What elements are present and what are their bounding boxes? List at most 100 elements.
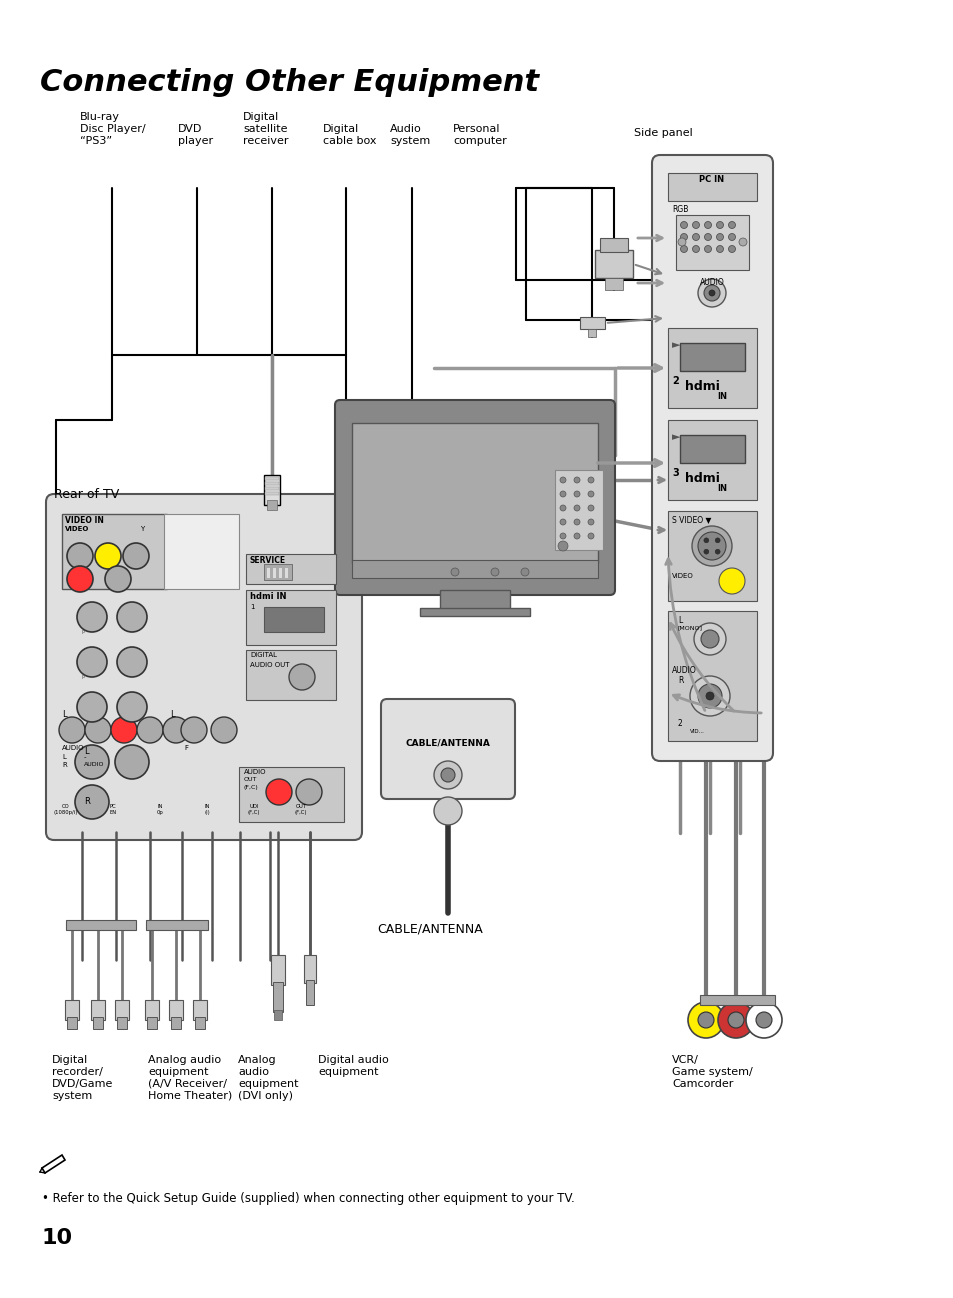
Text: RGB: RGB (671, 205, 688, 214)
Circle shape (687, 1002, 723, 1038)
Circle shape (434, 797, 461, 826)
Bar (667, 328, 757, 408)
Bar (67, 1018, 77, 1029)
Text: SERVICE: SERVICE (250, 556, 286, 565)
Text: 1: 1 (250, 604, 254, 610)
Bar (587, 328, 596, 337)
Text: Blu-ray
Disc Player/
“PS3”: Blu-ray Disc Player/ “PS3” (80, 112, 146, 145)
Text: VIDEO IN: VIDEO IN (65, 517, 104, 524)
Bar (117, 1018, 127, 1029)
Circle shape (703, 549, 708, 554)
Circle shape (703, 286, 720, 301)
Bar (267, 500, 276, 510)
Bar (278, 569, 282, 578)
Text: DIGITAL: DIGITAL (250, 652, 276, 658)
Circle shape (716, 245, 722, 253)
Circle shape (289, 665, 314, 691)
Circle shape (678, 238, 685, 247)
Circle shape (574, 519, 579, 524)
Circle shape (105, 566, 131, 592)
Text: PC
EN: PC EN (110, 803, 116, 815)
Text: ►: ► (671, 340, 679, 350)
Text: CABLE/ANTENNA: CABLE/ANTENNA (376, 923, 482, 936)
Bar (246, 554, 335, 584)
Circle shape (691, 526, 731, 566)
Circle shape (117, 692, 147, 722)
Bar (595, 251, 633, 278)
Text: L: L (62, 754, 66, 761)
Bar (352, 559, 598, 578)
Bar (65, 999, 79, 1020)
Circle shape (703, 537, 708, 543)
Text: P: P (82, 630, 85, 635)
Circle shape (574, 476, 579, 483)
Circle shape (59, 716, 85, 742)
Circle shape (559, 505, 565, 511)
Bar (667, 611, 757, 741)
FancyBboxPatch shape (651, 154, 772, 761)
Circle shape (75, 785, 109, 819)
Circle shape (716, 234, 722, 240)
Text: Digital
satellite
receiver: Digital satellite receiver (243, 112, 288, 145)
Circle shape (698, 1012, 713, 1028)
Text: DVD
player: DVD player (178, 125, 213, 145)
Text: CO
(1080p/i): CO (1080p/i) (53, 803, 78, 815)
Text: AUDIO: AUDIO (699, 278, 723, 287)
Bar (555, 470, 602, 550)
Bar (267, 569, 270, 578)
Text: AUDIO: AUDIO (62, 745, 85, 752)
Bar (147, 1018, 157, 1029)
Circle shape (295, 779, 322, 805)
Circle shape (728, 245, 735, 253)
Bar (92, 1018, 103, 1029)
Bar (194, 1018, 205, 1029)
Text: Side panel: Side panel (634, 129, 692, 138)
Circle shape (211, 716, 236, 742)
Text: AUDIO: AUDIO (84, 762, 105, 767)
Circle shape (77, 692, 107, 722)
Circle shape (587, 491, 594, 497)
Circle shape (67, 543, 92, 569)
Text: L: L (62, 710, 67, 719)
Bar (274, 1010, 282, 1020)
Circle shape (451, 569, 458, 576)
Circle shape (115, 745, 149, 779)
Text: S VIDEO ▼: S VIDEO ▼ (671, 515, 711, 524)
Bar (304, 955, 315, 983)
Circle shape (520, 569, 529, 576)
Text: Analog audio
equipment
(A/V Receiver/
Home Theater): Analog audio equipment (A/V Receiver/ Ho… (148, 1055, 232, 1101)
Circle shape (718, 1002, 753, 1038)
Text: L: L (170, 710, 174, 719)
FancyBboxPatch shape (380, 700, 515, 800)
Circle shape (558, 541, 567, 550)
Bar (285, 569, 288, 578)
Bar (169, 999, 183, 1020)
Text: F: F (184, 745, 188, 752)
Text: Audio
system: Audio system (390, 125, 430, 145)
Circle shape (698, 279, 725, 308)
Circle shape (719, 569, 744, 594)
Circle shape (587, 505, 594, 511)
Circle shape (559, 519, 565, 524)
Circle shape (679, 222, 687, 228)
Text: R: R (678, 676, 682, 685)
Text: OUT
(F,C): OUT (F,C) (294, 803, 307, 815)
Circle shape (587, 533, 594, 539)
Text: -: - (84, 754, 87, 761)
Circle shape (700, 630, 719, 648)
Bar (265, 476, 278, 480)
Circle shape (95, 543, 121, 569)
Circle shape (574, 505, 579, 511)
Bar (239, 767, 344, 822)
Bar (679, 435, 744, 463)
Bar (667, 421, 757, 500)
Text: AUDIO: AUDIO (244, 768, 266, 775)
Bar (700, 996, 774, 1005)
Circle shape (266, 779, 292, 805)
Text: IN: IN (717, 392, 726, 401)
Circle shape (163, 716, 189, 742)
Bar (193, 999, 207, 1020)
Text: AUDIO OUT: AUDIO OUT (250, 662, 289, 668)
Text: AUDIO: AUDIO (671, 666, 696, 675)
Circle shape (574, 491, 579, 497)
